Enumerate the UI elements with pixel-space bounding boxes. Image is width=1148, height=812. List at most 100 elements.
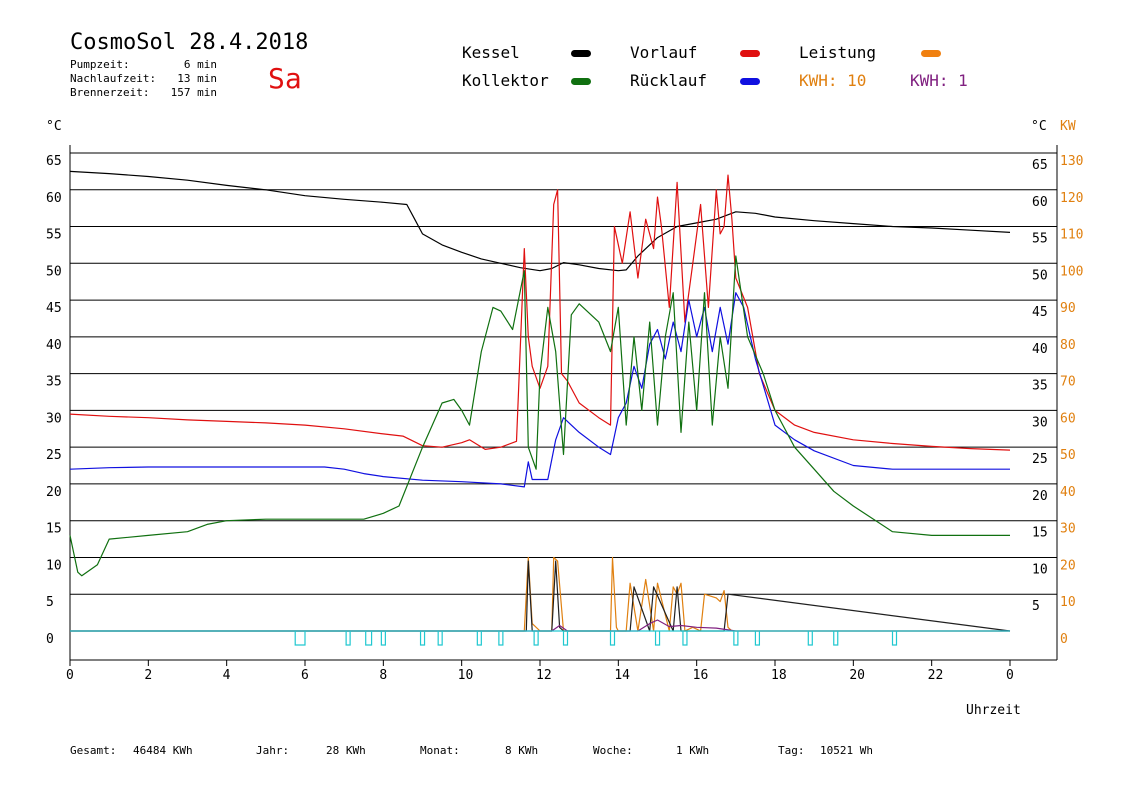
series-pumpe-pulse [380, 631, 386, 646]
series-pumpe-pulse [419, 631, 426, 646]
footer-woche-label: Woche: [593, 744, 633, 757]
y-right-temp-tick-label: 40 [1032, 342, 1048, 357]
kwh-label-1: KWH: 1 [910, 71, 968, 90]
x-tick-label: 0 [1006, 668, 1014, 683]
y-right-power-tick-label: 30 [1060, 522, 1076, 537]
y-right-temp-tick-label: 55 [1032, 232, 1048, 247]
y-left-unit: °C [46, 119, 62, 134]
y-left-tick-label: 35 [46, 375, 62, 390]
y-right-power-tick-label: 0 [1060, 632, 1068, 647]
series-pumpe-pulse [833, 631, 839, 646]
kwh-label-10: KWH: 10 [799, 71, 867, 90]
x-tick-label: 20 [849, 668, 865, 683]
legend-swatch-kessel [571, 50, 591, 57]
series-pumpe-pulse [437, 631, 443, 646]
x-tick-label: 16 [693, 668, 709, 683]
y-right-unit-power: KW [1060, 119, 1076, 134]
x-tick-label: 6 [301, 668, 309, 683]
y-right-temp-tick-label: 5 [1032, 599, 1040, 614]
legend-swatch-kollektor [571, 78, 591, 85]
legend-label-kessel: Kessel [462, 43, 520, 62]
y-left-tick-label: 0 [46, 632, 54, 647]
y-right-power-tick-label: 40 [1060, 485, 1076, 500]
series-pumpe-pulse [533, 631, 539, 646]
footer-jahr-value: 28 KWh [326, 744, 366, 757]
stat-nachlaufzeit-label: Nachlaufzeit: [70, 72, 157, 85]
series-pumpe-pulse [609, 631, 616, 646]
y-right-temp-tick-label: 35 [1032, 379, 1048, 394]
y-right-power-tick-label: 80 [1060, 338, 1076, 353]
footer-gesamt-label: Gesamt: [70, 744, 117, 757]
legend-label-kollektor: Kollektor [462, 71, 549, 90]
y-left-tick-label: 55 [46, 228, 62, 243]
y-left-tick-label: 5 [46, 595, 54, 610]
y-right-power-tick-label: 110 [1060, 228, 1083, 243]
y-right-temp-tick-label: 50 [1032, 268, 1048, 283]
series-line-vorlauf [69, 174, 1011, 451]
y-left-tick-label: 45 [46, 301, 62, 316]
x-tick-label: 2 [144, 668, 152, 683]
y-right-unit-temp: °C [1031, 119, 1047, 134]
series-line-leistung [70, 556, 1010, 632]
y-left-tick-label: 20 [46, 485, 62, 500]
series-line-r-cklauf [69, 292, 1010, 488]
chart-ticks: 6560555045403530252015105065605550454035… [46, 154, 1083, 683]
series-pumpe-pulse [891, 631, 898, 646]
y-right-power-tick-label: 130 [1060, 154, 1083, 169]
legend-label-leistung: Leistung [799, 43, 877, 62]
footer-monat-label: Monat: [420, 744, 460, 757]
y-right-temp-tick-label: 25 [1032, 452, 1048, 467]
y-right-power-tick-label: 100 [1060, 264, 1083, 279]
y-right-power-tick-label: 20 [1060, 558, 1076, 573]
y-left-tick-label: 40 [46, 338, 62, 353]
stat-pumpzeit-label: Pumpzeit: [70, 58, 130, 71]
series-pumpe-pulse [733, 631, 739, 646]
y-right-temp-tick-label: 60 [1032, 195, 1048, 210]
stat-brennerzeit-label: Brennerzeit: [70, 86, 150, 99]
y-left-tick-label: 25 [46, 448, 62, 463]
legend-label-vorlauf: Vorlauf [630, 43, 698, 62]
y-right-power-tick-label: 50 [1060, 448, 1076, 463]
chart-axes [69, 145, 1058, 661]
x-tick-label: 10 [458, 668, 474, 683]
footer-woche-value: 1 KWh [676, 744, 710, 757]
stat-nachlaufzeit-value: 13 min [177, 72, 217, 85]
series-pumpe-pulse [294, 631, 306, 646]
x-tick-label: 4 [223, 668, 231, 683]
footer-tag-label: Tag: [778, 744, 805, 757]
series-pumpe-pulse [365, 631, 373, 646]
x-tick-label: 0 [66, 668, 74, 683]
weekday-label: Sa [268, 62, 302, 95]
y-left-tick-label: 65 [46, 154, 62, 169]
footer-gesamt-value: 46484 KWh [133, 744, 193, 757]
stat-pumpzeit-value: 6 min [183, 58, 217, 71]
footer-jahr-label: Jahr: [256, 744, 290, 757]
legend-swatch-leistung [921, 50, 941, 57]
chart-grid [70, 152, 1057, 595]
series-line-kollektor [69, 255, 1010, 577]
y-right-temp-tick-label: 10 [1032, 562, 1048, 577]
series-pumpe-pulse [682, 631, 688, 646]
page-title: CosmoSol 28.4.2018 [70, 30, 309, 55]
footer-tag-value: 10521 Wh [820, 744, 873, 757]
series-line-kessel-leistung [70, 560, 1011, 632]
series-pumpe-pulse [562, 631, 569, 646]
series-pumpe-pulse [807, 631, 813, 646]
legend-label-ruecklauf: Rücklauf [630, 71, 708, 90]
y-left-tick-label: 15 [46, 522, 62, 537]
y-right-temp-tick-label: 65 [1032, 158, 1048, 173]
x-tick-label: 8 [379, 668, 387, 683]
stat-brennerzeit-value: 157 min [170, 86, 217, 99]
x-tick-label: 18 [771, 668, 787, 683]
y-right-temp-tick-label: 20 [1032, 489, 1048, 504]
series-line-kessel [69, 170, 1011, 272]
y-right-power-tick-label: 120 [1060, 191, 1083, 206]
y-left-tick-label: 60 [46, 191, 62, 206]
legend-swatch-vorlauf [740, 50, 760, 57]
footer-monat-value: 8 KWh [505, 744, 539, 757]
series-pumpe-pulse [345, 631, 351, 646]
y-left-tick-label: 10 [46, 558, 62, 573]
x-tick-label: 12 [536, 668, 552, 683]
y-left-tick-label: 30 [46, 411, 62, 426]
